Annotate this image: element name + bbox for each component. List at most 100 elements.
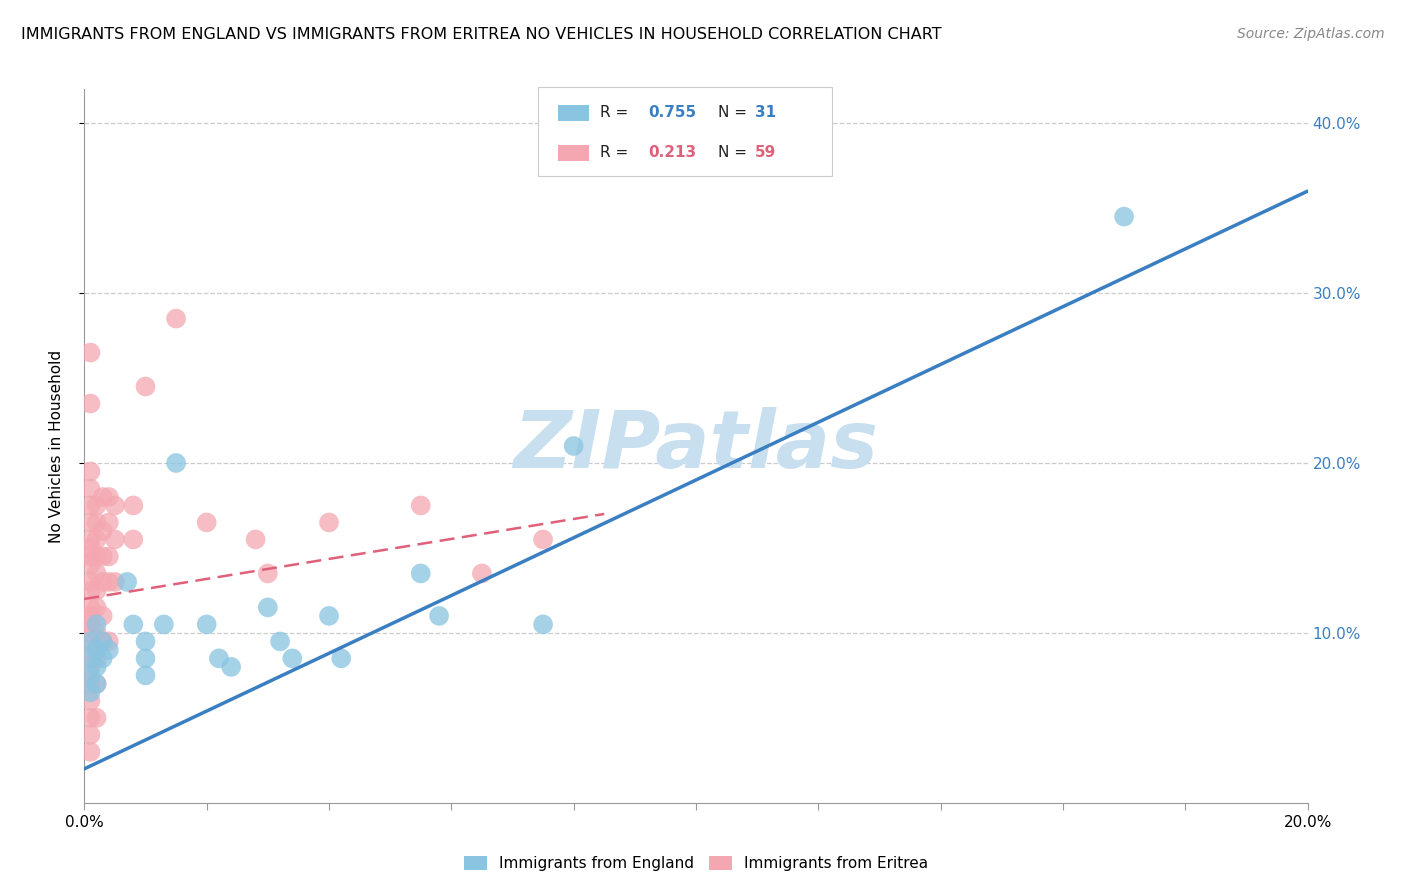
Point <box>104 533 127 547</box>
Point <box>97 549 120 564</box>
Text: 0.213: 0.213 <box>648 145 696 161</box>
Point <box>79 541 101 555</box>
Point <box>269 634 291 648</box>
Text: IMMIGRANTS FROM ENGLAND VS IMMIGRANTS FROM ERITREA NO VEHICLES IN HOUSEHOLD CORR: IMMIGRANTS FROM ENGLAND VS IMMIGRANTS FR… <box>21 27 942 42</box>
Point <box>86 566 108 581</box>
Point <box>219 660 242 674</box>
Point <box>562 439 585 453</box>
Point <box>91 524 114 538</box>
Point <box>79 634 101 648</box>
Point <box>86 516 108 530</box>
Point <box>257 566 280 581</box>
Point <box>79 574 101 589</box>
Point <box>97 490 120 504</box>
Point <box>330 651 353 665</box>
Point <box>86 600 108 615</box>
Point <box>79 668 101 682</box>
Point <box>1114 210 1136 224</box>
Point <box>86 643 108 657</box>
Point <box>79 728 101 742</box>
Point <box>153 617 176 632</box>
Point <box>79 516 101 530</box>
Point <box>409 499 432 513</box>
Point <box>86 626 108 640</box>
Point <box>208 651 231 665</box>
Point <box>257 600 280 615</box>
Point <box>531 617 554 632</box>
Point <box>86 533 108 547</box>
Point <box>86 651 108 665</box>
Point <box>318 516 340 530</box>
Point <box>91 490 114 504</box>
Point <box>135 668 157 682</box>
Point <box>91 634 114 648</box>
Point <box>79 694 101 708</box>
Point <box>79 533 101 547</box>
Point <box>245 533 267 547</box>
Point <box>79 643 101 657</box>
Point <box>79 345 101 359</box>
Point <box>115 574 138 589</box>
Point <box>79 608 101 623</box>
Point <box>79 677 101 691</box>
Text: R =: R = <box>600 145 634 161</box>
Point <box>86 583 108 598</box>
Point <box>104 574 127 589</box>
Point <box>79 651 101 665</box>
Point <box>195 617 218 632</box>
Point <box>427 608 450 623</box>
Point <box>91 574 114 589</box>
Legend: Immigrants from England, Immigrants from Eritrea: Immigrants from England, Immigrants from… <box>457 849 935 877</box>
Point <box>86 711 108 725</box>
Point <box>79 465 101 479</box>
Point <box>135 379 157 393</box>
Point <box>471 566 494 581</box>
Text: ZIPatlas: ZIPatlas <box>513 407 879 485</box>
Text: N =: N = <box>718 105 752 120</box>
Point <box>79 600 101 615</box>
Point <box>531 533 554 547</box>
Point <box>91 634 114 648</box>
Point <box>104 499 127 513</box>
Text: N =: N = <box>718 145 752 161</box>
Point <box>91 651 114 665</box>
Point <box>79 626 101 640</box>
Text: 31: 31 <box>755 105 776 120</box>
Point <box>195 516 218 530</box>
Point <box>79 499 101 513</box>
Point <box>79 558 101 572</box>
Y-axis label: No Vehicles in Household: No Vehicles in Household <box>49 350 63 542</box>
Point <box>97 516 120 530</box>
Point <box>79 617 101 632</box>
Point <box>122 617 145 632</box>
Point <box>165 456 187 470</box>
Point <box>97 634 120 648</box>
Point <box>86 677 108 691</box>
Text: Source: ZipAtlas.com: Source: ZipAtlas.com <box>1237 27 1385 41</box>
Point <box>79 583 101 598</box>
Point <box>86 549 108 564</box>
Point <box>91 608 114 623</box>
Text: 59: 59 <box>755 145 776 161</box>
Point <box>79 711 101 725</box>
Text: R =: R = <box>600 105 634 120</box>
Point <box>91 549 114 564</box>
Point <box>135 651 157 665</box>
Point <box>86 617 108 632</box>
Point <box>135 634 157 648</box>
Point <box>165 311 187 326</box>
Point <box>318 608 340 623</box>
Point <box>122 499 145 513</box>
Point <box>86 677 108 691</box>
Point <box>79 482 101 496</box>
Point <box>79 685 101 699</box>
Text: 0.755: 0.755 <box>648 105 696 120</box>
Point <box>86 660 108 674</box>
Point <box>79 396 101 410</box>
Point <box>122 533 145 547</box>
Point <box>86 499 108 513</box>
Point <box>409 566 432 581</box>
Point <box>97 643 120 657</box>
Point <box>79 745 101 759</box>
Point <box>97 574 120 589</box>
